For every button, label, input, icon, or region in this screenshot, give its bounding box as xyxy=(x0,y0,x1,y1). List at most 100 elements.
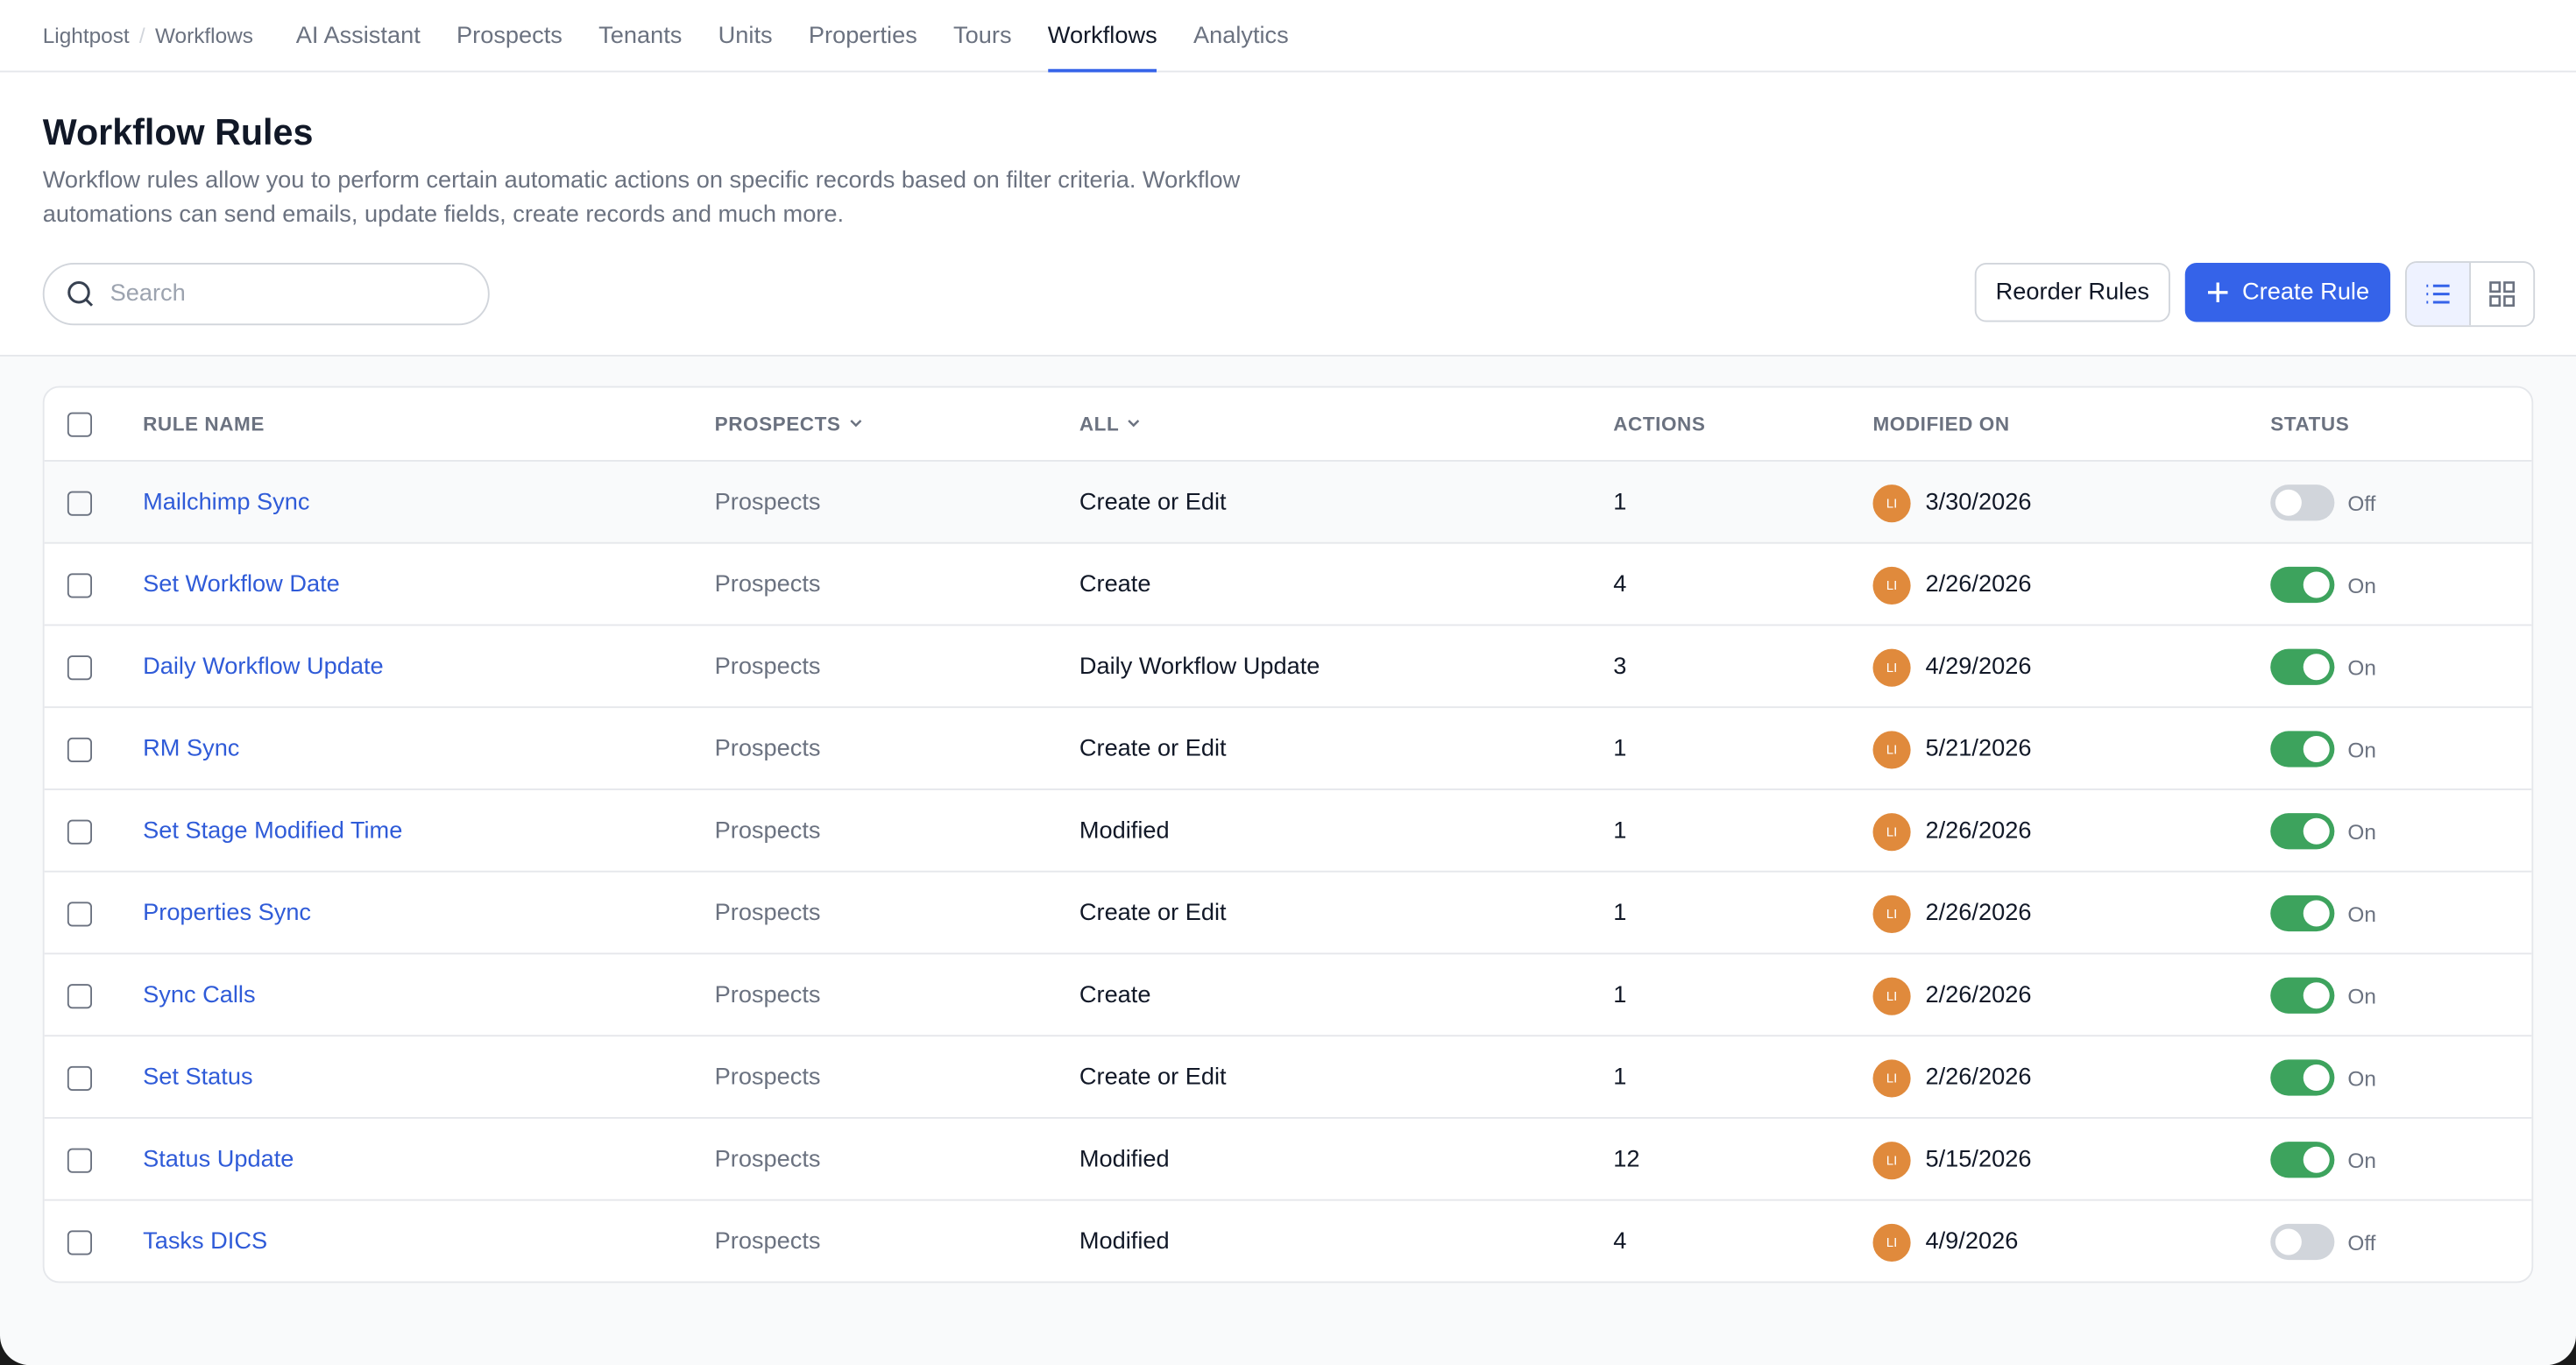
rules-table: RULE NAME PROSPECTS ALL ACTIONS MODIFIED ON S… xyxy=(42,385,2534,1284)
table-row[interactable]: Daily Workflow Update Prospects Daily Work… xyxy=(44,624,2532,709)
row-select[interactable] xyxy=(67,1201,92,1282)
nav-tab[interactable]: Tenants xyxy=(598,22,683,49)
breadcrumb-item[interactable]: Workflows xyxy=(154,23,253,48)
row-select[interactable] xyxy=(67,1119,92,1201)
table-row[interactable]: Status Update Prospects Modified 12 LI 5/15/2… xyxy=(44,1117,2532,1201)
status-toggle[interactable] xyxy=(2270,566,2335,604)
status-toggle[interactable] xyxy=(2270,648,2335,685)
status-label: On xyxy=(2347,572,2376,598)
rule-object: Prospects xyxy=(714,1228,821,1255)
modified-date: 5/21/2026 xyxy=(1925,736,2032,762)
list-view[interactable] xyxy=(2406,263,2471,326)
checkbox[interactable] xyxy=(67,983,92,1008)
rule-name[interactable]: Mailchimp Sync xyxy=(143,489,310,516)
table-row[interactable]: Set Workflow Date Prospects Create 4 LI 2/26/… xyxy=(44,541,2532,626)
rule-name[interactable]: Properties Sync xyxy=(143,900,312,927)
modified-cell: LI 4/9/2026 xyxy=(1872,1201,2018,1282)
rule-name[interactable]: Set Workflow Date xyxy=(143,571,340,598)
status-label: On xyxy=(2347,736,2376,762)
rule-name[interactable]: Set Status xyxy=(143,1064,253,1091)
row-select[interactable] xyxy=(67,708,92,790)
table-row[interactable]: Set Stage Modified Time Prospects Modified… xyxy=(44,789,2532,873)
modified-date: 4/29/2026 xyxy=(1925,654,2032,681)
checkbox[interactable] xyxy=(67,1147,92,1172)
rule-trigger: Modified xyxy=(1079,1228,1170,1255)
rule-trigger: Create xyxy=(1079,571,1151,598)
table-row[interactable]: Tasks DICS Prospects Modified 4 LI 4/9/2026 Of… xyxy=(44,1199,2532,1282)
avatar: LI xyxy=(1872,565,1911,605)
reorder-button[interactable]: Reorder Rules xyxy=(1974,263,2170,322)
tabs: AI Assistant Prospects Tenants Units Propert… xyxy=(295,0,1289,73)
select-all[interactable] xyxy=(67,388,92,461)
search-box[interactable]: Search xyxy=(42,263,490,326)
rule-name[interactable]: RM Sync xyxy=(143,736,240,762)
status-toggle[interactable] xyxy=(2270,1223,2335,1261)
rule-object: Prospects xyxy=(714,982,821,1009)
rule-trigger: Create or Edit xyxy=(1079,900,1227,927)
column-label: ALL xyxy=(1079,412,1120,435)
nav-tab[interactable]: Prospects xyxy=(456,22,563,49)
status-label: On xyxy=(2347,1064,2376,1091)
column-label: RULE NAME xyxy=(143,412,265,435)
status-label: On xyxy=(2347,818,2376,844)
modified-cell: LI 2/26/2026 xyxy=(1872,1036,2031,1119)
status-toggle[interactable] xyxy=(2270,1059,2335,1096)
nav-tab[interactable]: Properties xyxy=(808,22,917,49)
table-row[interactable]: Set Status Prospects Create or Edit 1 LI 2/26… xyxy=(44,1035,2532,1119)
row-select[interactable] xyxy=(67,462,92,544)
modified-date: 5/15/2026 xyxy=(1925,1146,2032,1173)
create-button[interactable]: Create Rule xyxy=(2184,263,2391,322)
rule-object: Prospects xyxy=(714,900,821,927)
checkbox[interactable] xyxy=(67,572,92,598)
row-select[interactable] xyxy=(67,544,92,626)
column-header[interactable]: ALL xyxy=(1079,388,1149,461)
row-select[interactable] xyxy=(67,1036,92,1119)
checkbox[interactable] xyxy=(67,411,92,436)
page-header: Workflow Rules Workflow rules allow you … xyxy=(0,72,2576,357)
status-cell: On xyxy=(2270,790,2376,873)
status-toggle[interactable] xyxy=(2270,977,2335,1014)
row-select[interactable] xyxy=(67,790,92,873)
checkbox[interactable] xyxy=(67,901,92,926)
status-toggle[interactable] xyxy=(2270,813,2335,850)
checkbox[interactable] xyxy=(67,1064,92,1091)
rule-trigger: Create xyxy=(1079,982,1151,1009)
search-icon xyxy=(67,281,94,307)
table-row[interactable]: RM Sync Prospects Create or Edit 1 LI 5/21/20… xyxy=(44,706,2532,790)
rule-name[interactable]: Daily Workflow Update xyxy=(143,654,384,681)
rule-name[interactable]: Set Stage Modified Time xyxy=(143,817,403,845)
row-select[interactable] xyxy=(67,626,92,708)
nav-tab[interactable]: Analytics xyxy=(1192,22,1289,49)
breadcrumb-item[interactable]: Lightpost xyxy=(42,23,130,48)
nav-tab[interactable]: Units xyxy=(718,22,773,49)
row-select[interactable] xyxy=(67,954,92,1036)
rule-name[interactable]: Tasks DICS xyxy=(143,1228,268,1255)
grid-view[interactable] xyxy=(2471,263,2533,325)
nav-tab[interactable]: Workflows xyxy=(1047,0,1157,73)
status-toggle[interactable] xyxy=(2270,484,2335,521)
status-toggle[interactable] xyxy=(2270,895,2335,932)
checkbox[interactable] xyxy=(67,736,92,762)
checkbox[interactable] xyxy=(67,654,92,680)
rule-object: Prospects xyxy=(714,1146,821,1173)
table-row[interactable]: Mailchimp Sync Prospects Create or Edit 1 LI… xyxy=(44,460,2532,544)
checkbox[interactable] xyxy=(67,818,92,844)
column-header[interactable]: PROSPECTS xyxy=(715,388,871,461)
rule-name[interactable]: Sync Calls xyxy=(143,982,256,1009)
checkbox[interactable] xyxy=(67,1229,92,1255)
action-count: 1 xyxy=(1613,817,1627,845)
row-select[interactable] xyxy=(67,873,92,955)
status-toggle[interactable] xyxy=(2270,1142,2335,1178)
table-row[interactable]: Sync Calls Prospects Create 1 LI 2/26/2026 On xyxy=(44,952,2532,1037)
table-row[interactable]: Properties Sync Prospects Create or Edit 1 L… xyxy=(44,870,2532,955)
rule-trigger: Daily Workflow Update xyxy=(1079,654,1320,681)
rule-trigger: Modified xyxy=(1079,817,1170,845)
rule-name[interactable]: Status Update xyxy=(143,1146,294,1173)
nav-tab[interactable]: Tours xyxy=(953,22,1012,49)
status-toggle[interactable] xyxy=(2270,731,2335,767)
modified-cell: LI 2/26/2026 xyxy=(1872,790,2031,873)
checkbox[interactable] xyxy=(67,490,92,515)
column-header: STATUS xyxy=(2270,388,2349,461)
nav-tab[interactable]: AI Assistant xyxy=(295,22,421,49)
